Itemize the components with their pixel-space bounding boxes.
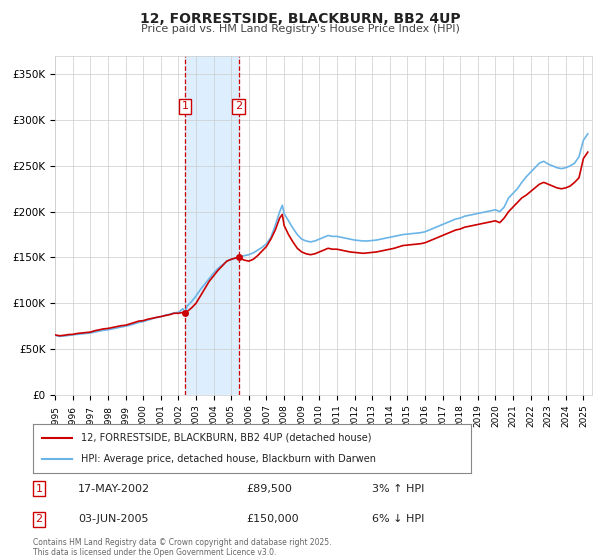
Text: Contains HM Land Registry data © Crown copyright and database right 2025.
This d: Contains HM Land Registry data © Crown c… <box>33 538 331 557</box>
Text: 6% ↓ HPI: 6% ↓ HPI <box>372 514 424 524</box>
Text: £150,000: £150,000 <box>246 514 299 524</box>
Text: 2: 2 <box>35 514 43 524</box>
Text: 03-JUN-2005: 03-JUN-2005 <box>78 514 149 524</box>
Text: 2: 2 <box>235 101 242 111</box>
Text: £89,500: £89,500 <box>246 484 292 494</box>
Text: 1: 1 <box>35 484 43 494</box>
Text: 12, FORRESTSIDE, BLACKBURN, BB2 4UP: 12, FORRESTSIDE, BLACKBURN, BB2 4UP <box>140 12 460 26</box>
Text: Price paid vs. HM Land Registry's House Price Index (HPI): Price paid vs. HM Land Registry's House … <box>140 24 460 34</box>
Text: 12, FORRESTSIDE, BLACKBURN, BB2 4UP (detached house): 12, FORRESTSIDE, BLACKBURN, BB2 4UP (det… <box>81 433 371 443</box>
Text: HPI: Average price, detached house, Blackburn with Darwen: HPI: Average price, detached house, Blac… <box>81 454 376 464</box>
Bar <box>185 56 239 395</box>
Text: 3% ↑ HPI: 3% ↑ HPI <box>372 484 424 494</box>
Text: 17-MAY-2002: 17-MAY-2002 <box>78 484 150 494</box>
Text: 1: 1 <box>181 101 188 111</box>
